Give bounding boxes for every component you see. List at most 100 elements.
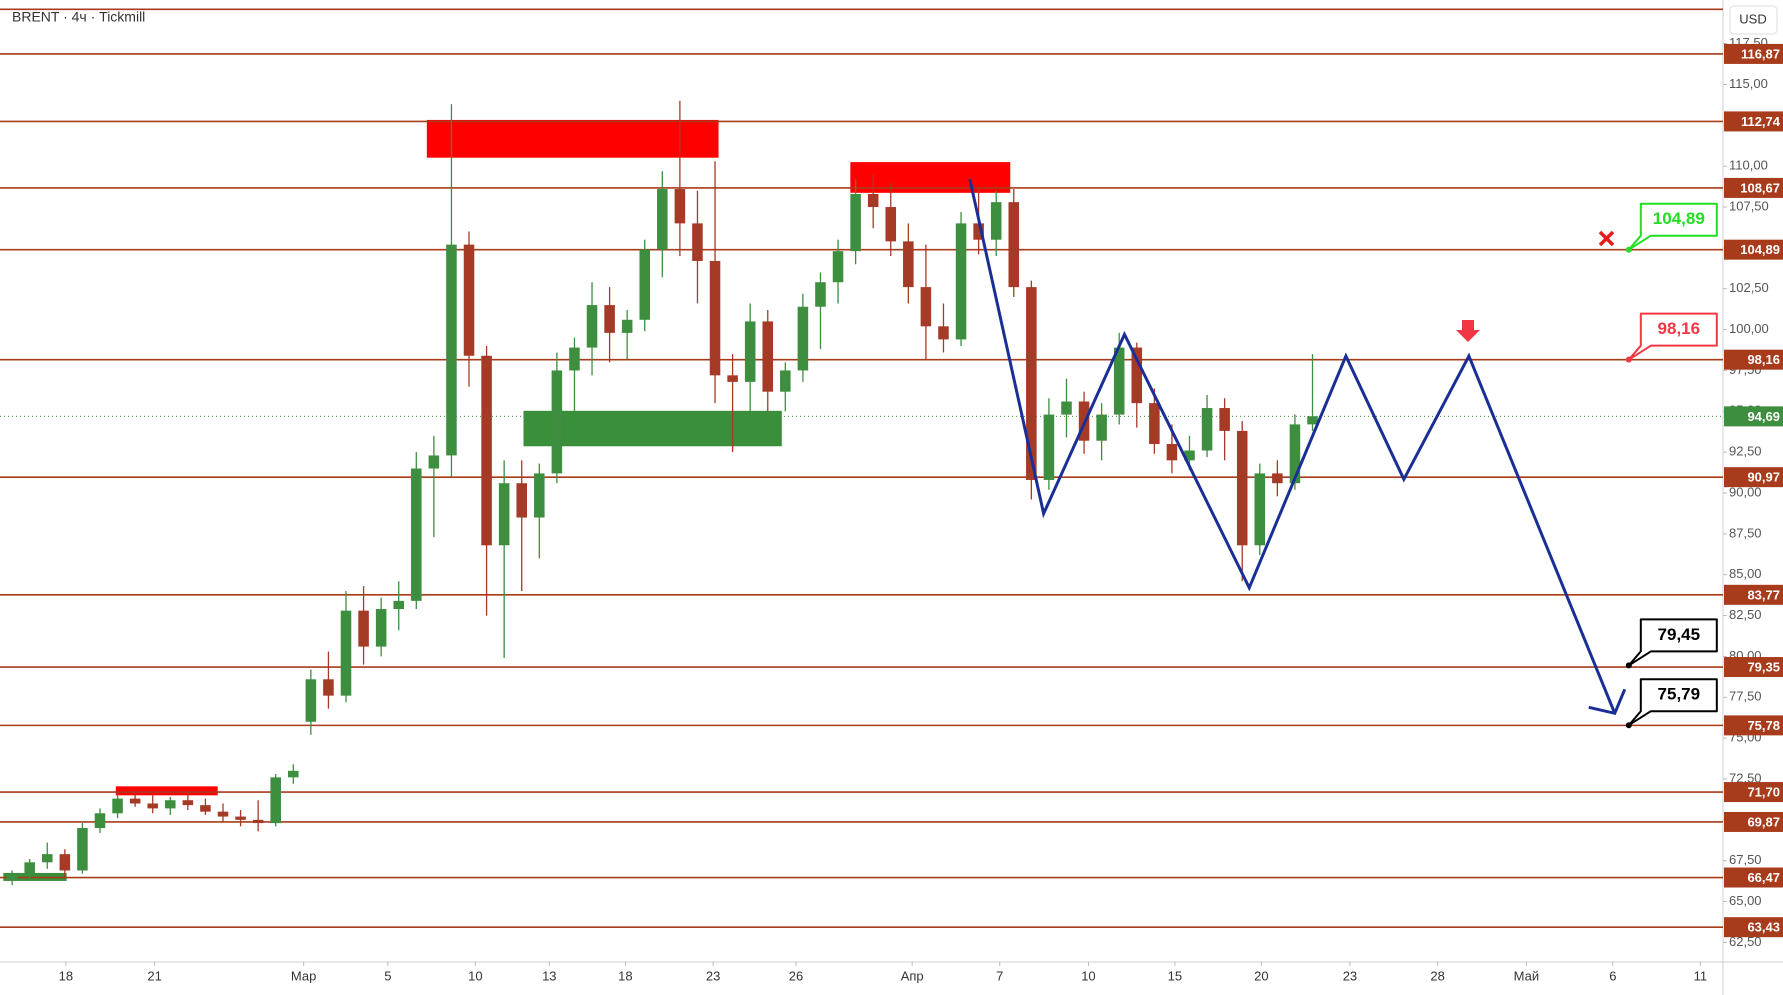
x-tick-label: 5 (384, 968, 391, 983)
candle-body (885, 207, 897, 242)
callout-label: 98,16 (1658, 319, 1701, 338)
level-badge (1724, 715, 1783, 736)
x-tick-label: 23 (1343, 968, 1357, 983)
callout-label: 75,79 (1658, 685, 1701, 704)
level-label: 90,97 (1747, 470, 1780, 485)
candle-body (867, 193, 879, 208)
x-tick-label: 15 (1168, 968, 1182, 983)
currency[interactable]: USD (1739, 11, 1766, 26)
candle-body (1236, 430, 1248, 546)
candle-body (1307, 416, 1318, 425)
y-tick-label: 100,00 (1729, 321, 1769, 336)
level-label: 83,77 (1747, 587, 1780, 602)
candle-body (270, 777, 281, 824)
level-label: 79,35 (1747, 659, 1780, 674)
candle-body (534, 473, 545, 518)
candle-body (1166, 443, 1178, 461)
callout-box (1627, 312, 1718, 361)
y-tick-label: 115,00 (1729, 76, 1768, 91)
y-tick-label: 87,50 (1729, 525, 1762, 540)
candle-body (182, 800, 194, 806)
candle-body (744, 321, 756, 382)
callout-box (1627, 202, 1718, 251)
last-price-badge (1724, 406, 1783, 427)
candle-body (586, 305, 598, 348)
candle-body (235, 816, 246, 820)
y-tick-label: 77,50 (1729, 689, 1762, 704)
invalidation-marker (1598, 230, 1615, 247)
candle-body (1254, 473, 1266, 546)
candle-body (411, 468, 422, 601)
x-tick-label: Мар (291, 968, 316, 983)
candle-body (832, 251, 844, 283)
level-badge (1724, 584, 1783, 605)
candle-body (1008, 202, 1020, 288)
x-tick-label: 6 (1609, 968, 1616, 983)
x-tick-label: 10 (468, 968, 482, 983)
x-tick-label: 7 (996, 968, 1003, 983)
y-tick-label: 65,00 (1729, 893, 1762, 908)
candle-body (604, 305, 615, 333)
level-label: 98,16 (1747, 352, 1780, 367)
x-tick-label: 26 (789, 968, 803, 983)
projection-path (968, 178, 1617, 714)
callout-label: 104,89 (1653, 209, 1705, 228)
candle-body (1149, 403, 1160, 444)
y-tick-label: 107,50 (1729, 198, 1769, 213)
level-label: 108,67 (1740, 180, 1780, 195)
callout-box (1627, 618, 1718, 667)
candle-body (1289, 424, 1301, 484)
level-badge (1724, 177, 1783, 198)
candle-body (973, 223, 984, 240)
level-badge (1724, 917, 1783, 938)
currency-box[interactable] (1729, 5, 1778, 35)
projection-arrowhead (1588, 688, 1627, 716)
level-label: 116,87 (1741, 46, 1780, 61)
candle-body (797, 306, 809, 371)
y-tick-label: 67,50 (1729, 852, 1762, 867)
y-tick-label: 85,00 (1729, 566, 1762, 581)
candle-body (358, 610, 369, 647)
candle-body (1061, 401, 1072, 415)
x-tick-label: 20 (1254, 968, 1268, 983)
chart-title: BRENT · 4ч · Tickmill (12, 9, 145, 25)
level-badge (1724, 467, 1783, 488)
candle-body (674, 189, 686, 224)
candle-body (428, 455, 440, 469)
x-tick-label: 13 (542, 968, 556, 983)
candle-body (938, 326, 949, 340)
candle-body (323, 679, 334, 696)
y-tick-label: 62,50 (1729, 934, 1762, 949)
candle-body (780, 370, 791, 392)
candle-body (41, 854, 53, 863)
level-badge (1724, 349, 1783, 370)
candle-body (1096, 414, 1107, 441)
x-tick-label: 18 (618, 968, 632, 983)
candle-body (1043, 414, 1055, 480)
y-tick-label: 102,50 (1729, 280, 1769, 295)
y-tick-label: 92,50 (1729, 444, 1762, 459)
candle-body (990, 202, 1002, 240)
candle-body (375, 609, 387, 647)
levels (0, 8, 1723, 928)
candle-body (77, 828, 88, 871)
candle-body (59, 854, 71, 871)
candle-body (727, 375, 738, 382)
candle-body (252, 819, 264, 824)
candle-body (129, 798, 141, 804)
candle-body (6, 873, 18, 881)
candle-body (481, 355, 492, 546)
axes: 62,5065,0067,5070,0072,5075,0077,5080,00… (59, 35, 1783, 983)
candle-body (850, 193, 861, 252)
candle-body (112, 798, 123, 814)
candle-body (692, 223, 703, 261)
projection (968, 178, 1627, 716)
candle-body (709, 260, 721, 376)
candle-body (24, 862, 35, 874)
candle-body (147, 803, 158, 809)
level-badge (1724, 657, 1783, 678)
callout-label: 79,45 (1658, 625, 1701, 644)
